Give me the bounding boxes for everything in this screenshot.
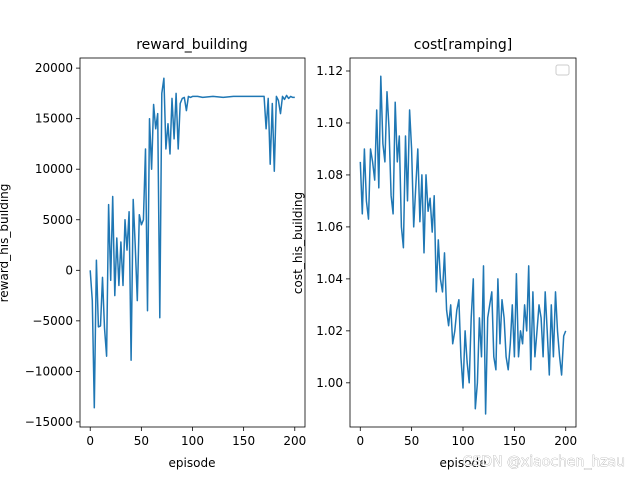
- y-tick-label: 1.00: [316, 376, 343, 390]
- x-axis-label: episode: [169, 456, 216, 470]
- y-tick-label: −15000: [25, 415, 73, 429]
- x-ticks: 0 50 100 150 200: [356, 427, 577, 448]
- chart-title: cost[ramping]: [414, 37, 512, 53]
- x-tick-label: 50: [404, 434, 419, 448]
- x-tick-label: 150: [503, 434, 526, 448]
- y-tick-label: 1.02: [316, 324, 343, 338]
- y-tick-label: 1.04: [316, 272, 343, 286]
- y-tick-label: 1.10: [316, 116, 343, 130]
- plot-area: [79, 57, 306, 428]
- y-tick-label: 1.06: [316, 220, 343, 234]
- y-tick-label: 5000: [42, 213, 73, 227]
- x-tick-label: 100: [452, 434, 475, 448]
- watermark: CSDN @xiaochen_hzau: [463, 454, 625, 470]
- x-tick-label: 0: [86, 434, 94, 448]
- y-tick-label: 10000: [35, 162, 73, 176]
- x-tick-label: 200: [283, 434, 306, 448]
- y-tick-label: 15000: [35, 112, 73, 126]
- x-tick-label: 150: [232, 434, 255, 448]
- y-tick-label: −10000: [25, 364, 73, 378]
- x-axis-label: episode: [440, 456, 487, 470]
- subplot-reward-building: reward_building 0 50 100 150 200 −15000 −1000…: [0, 37, 306, 470]
- y-ticks: 1.00 1.02 1.04 1.06 1.08 1.10 1.12: [316, 64, 350, 390]
- series-line: [89, 77, 295, 409]
- x-ticks: 0 50 100 150 200: [86, 427, 306, 448]
- y-tick-label: 1.12: [316, 64, 343, 78]
- x-tick-label: 200: [554, 434, 577, 448]
- y-tick-label: 20000: [35, 61, 73, 75]
- series-line: [359, 75, 567, 415]
- y-ticks: −15000 −10000 −5000 0 5000 10000 15000 20000: [25, 61, 80, 429]
- x-tick-label: 100: [181, 434, 204, 448]
- x-tick-label: 50: [134, 434, 149, 448]
- y-tick-label: 0: [65, 263, 73, 277]
- y-axis-label: cost_his_building: [291, 192, 305, 294]
- y-tick-label: 1.08: [316, 168, 343, 182]
- chart-title: reward_building: [136, 37, 248, 53]
- x-tick-label: 0: [356, 434, 364, 448]
- subplot-cost-ramping: cost[ramping] 0 50 100 150 200 1.001.021.041…: [291, 37, 577, 470]
- y-tick-label: −5000: [32, 314, 73, 328]
- legend-box: [555, 64, 570, 76]
- y-axis-label: reward_his_building: [0, 184, 11, 303]
- plot-area: [349, 57, 577, 428]
